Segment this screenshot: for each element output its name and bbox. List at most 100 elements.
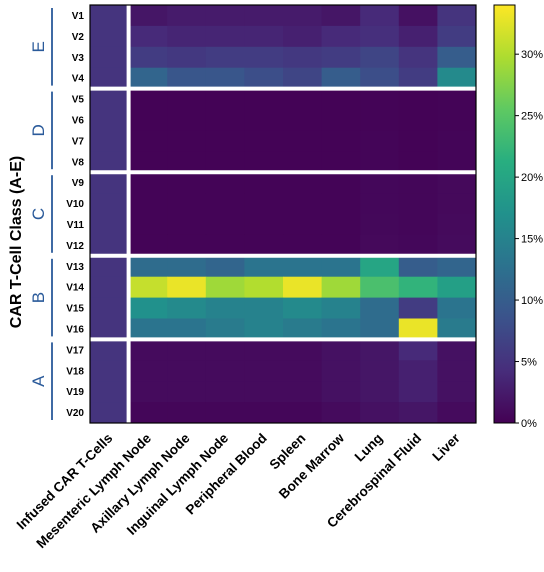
colorbar-tick-label: 0% [521, 418, 537, 430]
heatmap-cell [90, 297, 129, 319]
heatmap-cell [360, 67, 400, 89]
heatmap-cell [205, 360, 245, 382]
heatmap-cell [205, 67, 245, 89]
heatmap-cell [244, 214, 284, 236]
heatmap-cell [321, 381, 361, 403]
heatmap-cell [90, 214, 129, 236]
heatmap-cell [128, 255, 168, 278]
heatmap-cell [90, 67, 129, 89]
heatmap-cell [128, 381, 168, 403]
heatmap-cell [360, 276, 400, 298]
y-tick-label: V4 [72, 74, 85, 85]
heatmap-cell [437, 318, 477, 340]
heatmap-cell [398, 402, 438, 424]
heatmap-cell [360, 234, 400, 257]
heatmap-cell [244, 151, 284, 173]
heatmap-cell [437, 172, 477, 194]
heatmap-cell [90, 5, 129, 27]
heatmap-cell [360, 25, 400, 48]
heatmap-cell [321, 360, 361, 382]
heatmap-cell [205, 109, 245, 131]
heatmap-cell [321, 5, 361, 27]
heatmap-cell [167, 5, 207, 27]
colorbar-tick-label: 5% [521, 357, 537, 369]
heatmap-cell [244, 5, 284, 27]
heatmap-cell [205, 214, 245, 236]
heatmap-cell [398, 67, 438, 89]
heatmap-cell [283, 360, 322, 382]
y-tick-label: V9 [72, 178, 85, 189]
heatmap-cell [283, 255, 322, 278]
heatmap-cell [128, 297, 168, 319]
heatmap-cell [398, 46, 438, 69]
heatmap-cell [437, 381, 477, 403]
heatmap-cell [360, 109, 400, 131]
heatmap-cell [167, 234, 207, 257]
heatmap-cell [321, 402, 361, 424]
heatmap-cell [128, 214, 168, 236]
heatmap-cell [283, 109, 322, 131]
heatmap-cell [437, 25, 477, 48]
heatmap-cell [90, 234, 129, 257]
colorbar [493, 4, 516, 424]
heatmap-cell [437, 151, 477, 173]
heatmap-cell [128, 5, 168, 27]
heatmap-cell [283, 297, 322, 319]
heatmap-cell [244, 88, 284, 110]
heatmap-cell [398, 339, 438, 361]
heatmap-cell [205, 88, 245, 110]
heatmap-cell [167, 88, 207, 110]
heatmap-cell [90, 88, 129, 110]
heatmap-cell [360, 402, 400, 424]
heatmap-cell [167, 130, 207, 152]
colorbar-ticks: 0% 5% 10% 15% 20% 25% 30% [515, 49, 543, 430]
heatmap-cell [167, 360, 207, 382]
heatmap-cell [128, 276, 168, 298]
heatmap-cell [205, 339, 245, 361]
heatmap-cell [283, 402, 322, 424]
colorbar-tick-label: 20% [521, 172, 543, 184]
heatmap-cell [90, 276, 129, 298]
heatmap-cell [167, 255, 207, 278]
heatmap-cell [360, 5, 400, 27]
heatmap-cell [90, 172, 129, 194]
heatmap-cell [205, 172, 245, 194]
group-label: E [29, 41, 48, 52]
heatmap-cell [437, 67, 477, 89]
heatmap-cell [321, 255, 361, 278]
y-tick-label: V3 [72, 53, 85, 64]
heatmap-cell [167, 297, 207, 319]
heatmap-cell [283, 172, 322, 194]
heatmap-cell [205, 318, 245, 340]
heatmap-cell [205, 193, 245, 215]
heatmap-cell [90, 402, 129, 424]
group-label: A [29, 375, 48, 387]
heatmap-cell [205, 46, 245, 69]
heatmap-cell [398, 234, 438, 257]
heatmap-cell [128, 234, 168, 257]
heatmap-cell [205, 276, 245, 298]
heatmap-cell [321, 46, 361, 69]
heatmap-cell [437, 109, 477, 131]
heatmap-cell [437, 130, 477, 152]
heatmap-cell [128, 109, 168, 131]
heatmap-cell [360, 297, 400, 319]
heatmap-cell [90, 255, 129, 278]
y-tick-label: V10 [66, 199, 84, 210]
heatmap-cell [283, 381, 322, 403]
heatmap-cell [283, 5, 322, 27]
heatmap-cell [398, 255, 438, 278]
heatmap-cell [167, 381, 207, 403]
heatmap-cell [205, 402, 245, 424]
group-dividers [89, 4, 477, 424]
heatmap-cell [244, 193, 284, 215]
heatmap-cell [90, 360, 129, 382]
y-tick-label: V12 [66, 241, 84, 252]
heatmap-cell [128, 402, 168, 424]
heatmap-cell [128, 88, 168, 110]
heatmap-cell [398, 130, 438, 152]
heatmap-cell [360, 318, 400, 340]
heatmap-cell [437, 297, 477, 319]
